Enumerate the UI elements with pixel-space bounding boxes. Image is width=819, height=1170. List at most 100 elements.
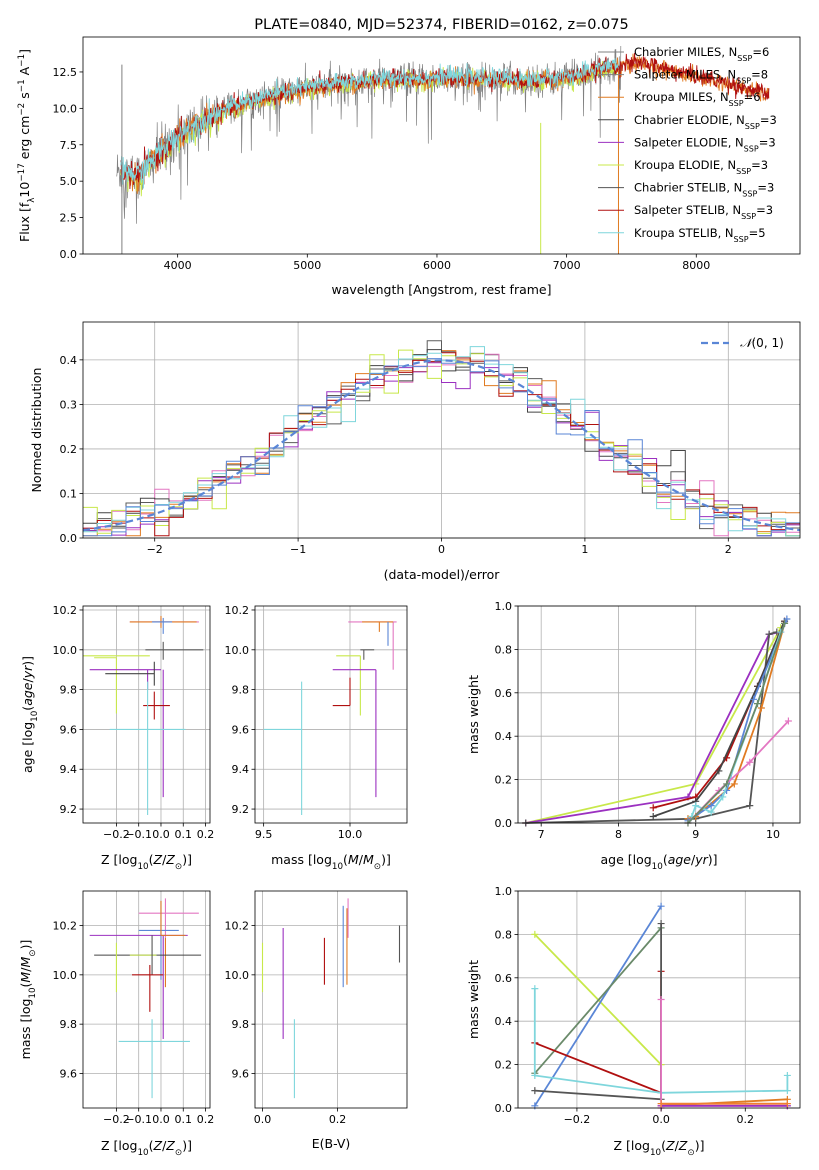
point-marker	[746, 802, 754, 810]
y-axis-label: mass [log10(M/M⊙)]	[18, 940, 38, 1060]
x-tick-label: −0.1	[125, 828, 152, 841]
x-tick-label: 0	[438, 543, 445, 556]
point-marker	[692, 802, 700, 810]
y-tick-label: 0.2	[495, 1059, 513, 1072]
y-tick-label: 9.6	[232, 723, 250, 736]
y-tick-label: 9.6	[60, 723, 78, 736]
y-axis-label: mass weight	[466, 960, 481, 1039]
y-axis-label: Flux [fλ10−17 erg cm−2 s−1 A−1]	[17, 49, 37, 242]
x-axis-label: (data-model)/error	[384, 567, 501, 582]
y-tick-label: 10.0	[53, 102, 78, 115]
y-tick-label: 9.6	[60, 1067, 78, 1080]
x-tick-label: −1	[290, 543, 306, 556]
legend-entry: Kroupa STELIB, NSSP=5	[634, 226, 766, 244]
x-tick-label: 8	[615, 828, 622, 841]
y-tick-label: 10.0	[53, 969, 78, 982]
axes-frame	[82, 36, 801, 255]
x-axis-label: Z [log10(Z/Z⊙)]	[614, 1138, 705, 1158]
point-marker	[531, 985, 539, 993]
model-spectrum	[120, 58, 619, 189]
y-tick-label: 7.5	[60, 139, 78, 152]
y-tick-label: 9.6	[232, 1067, 250, 1080]
text-layer: 4000 5000 6000 7000 80000.02.55.07.510.012.5…	[17, 17, 784, 1158]
x-tick-label: 0.1	[175, 1113, 193, 1126]
histogram-series	[83, 346, 800, 537]
point-marker	[723, 780, 731, 788]
histogram-series	[83, 358, 800, 537]
x-tick-label: 10.0	[338, 828, 363, 841]
y-tick-label: 9.8	[232, 1018, 250, 1031]
y-tick-label: 9.4	[60, 763, 78, 776]
x-tick-label: 4000	[164, 259, 192, 272]
x-axis-label: age [log10(age/yr)]	[600, 852, 717, 872]
point-marker	[783, 615, 791, 623]
x-tick-label: −2	[147, 543, 163, 556]
point-marker	[757, 704, 765, 712]
point-marker	[657, 1100, 665, 1108]
series-line	[534, 905, 662, 1107]
x-tick-label: 0.0	[652, 1113, 670, 1126]
x-tick-label: 1	[581, 543, 588, 556]
series-line	[534, 927, 662, 1074]
y-tick-label: 0.2	[60, 443, 78, 456]
x-tick-label: 0.2	[329, 1113, 347, 1126]
point-marker	[649, 804, 657, 812]
point-marker	[531, 1087, 539, 1095]
y-tick-label: 12.5	[53, 66, 78, 79]
point-marker	[783, 1100, 791, 1108]
x-tick-label: −0.2	[103, 1113, 130, 1126]
y-tick-label: 0.8	[495, 928, 513, 941]
point-marker	[783, 1071, 791, 1079]
y-tick-label: 10.0	[225, 969, 250, 982]
series-line	[687, 623, 786, 824]
y-tick-label: 9.4	[232, 763, 250, 776]
point-marker	[707, 802, 715, 810]
grid-layer	[83, 322, 800, 1109]
y-tick-label: 0.4	[60, 354, 78, 367]
y-tick-label: 0.0	[495, 817, 513, 830]
y-tick-label: 10.2	[225, 920, 250, 933]
y-tick-label: 1.0	[495, 600, 513, 613]
x-tick-label: 0.2	[197, 1113, 215, 1126]
y-tick-label: 0.0	[60, 532, 78, 545]
point-marker	[781, 619, 789, 627]
x-tick-label: 10	[766, 828, 780, 841]
y-tick-label: 9.2	[60, 803, 78, 816]
point-marker	[531, 930, 539, 938]
legend-entry: Kroupa MILES, NSSP=6	[634, 90, 761, 108]
x-tick-label: 5000	[293, 259, 321, 272]
x-tick-label: 9.5	[255, 828, 273, 841]
point-marker	[657, 920, 665, 928]
y-tick-label: 5.0	[60, 175, 78, 188]
point-marker	[719, 793, 727, 801]
y-tick-label: 0.6	[495, 687, 513, 700]
data-layer	[82, 45, 801, 1112]
x-tick-label: 9	[692, 828, 699, 841]
legend-entry: Salpeter STELIB, NSSP=3	[634, 203, 773, 221]
point-marker	[746, 758, 754, 766]
x-tick-label: 0.2	[737, 1113, 755, 1126]
y-tick-label: 0.3	[60, 398, 78, 411]
legend-entry: Kroupa ELODIE, NSSP=3	[634, 158, 768, 176]
y-tick-label: 10.2	[53, 920, 78, 933]
x-tick-label: 7000	[553, 259, 581, 272]
axes-frame	[517, 605, 801, 824]
point-marker	[754, 700, 762, 708]
point-marker	[657, 996, 665, 1003]
point-marker	[707, 808, 715, 816]
axes-frame	[517, 890, 801, 1109]
x-tick-label: 0.0	[152, 828, 170, 841]
axes-frame	[254, 605, 408, 824]
legend-entry: Chabrier STELIB, NSSP=3	[634, 181, 774, 199]
y-tick-label: 0.8	[495, 643, 513, 656]
y-tick-label: 0.4	[495, 1015, 513, 1028]
point-marker	[657, 902, 665, 910]
y-axis-label: Normed distribution	[29, 368, 44, 493]
x-tick-label: 0.1	[175, 828, 193, 841]
x-tick-label: 7	[538, 828, 545, 841]
series-line	[661, 1098, 788, 1107]
legend-entry: Chabrier MILES, NSSP=6	[634, 45, 769, 63]
point-marker	[750, 695, 758, 703]
y-tick-label: 0.1	[60, 487, 78, 500]
axes-frame	[82, 890, 211, 1109]
